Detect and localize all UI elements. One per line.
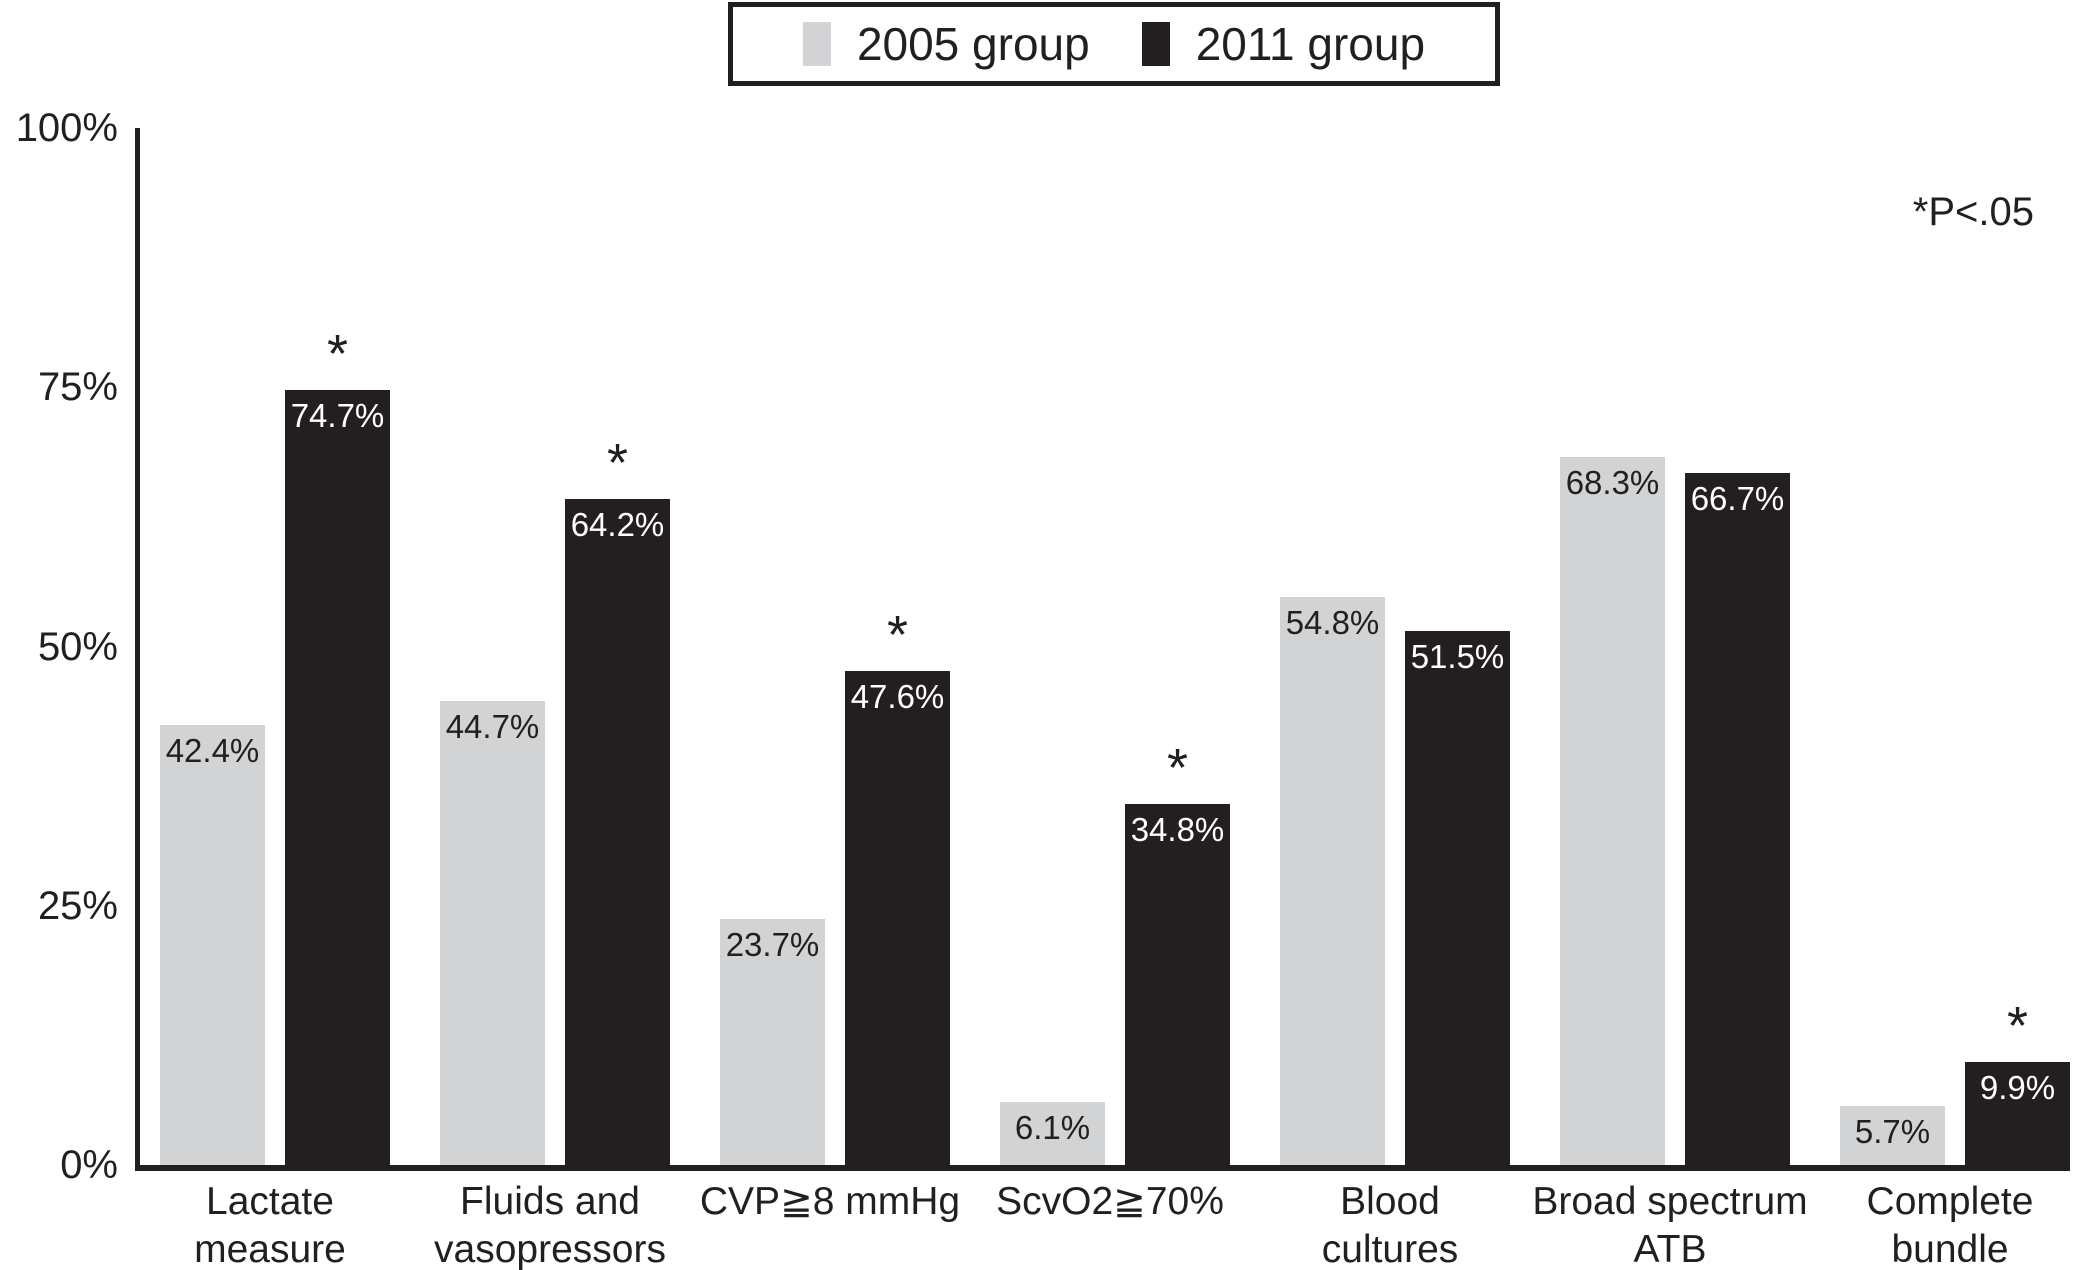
bar-value-label: 34.8% [1130, 811, 1225, 848]
bar-value-label: 5.7% [1854, 1113, 1931, 1150]
y-tick-label-75pct: 75% [37, 365, 118, 410]
legend-item-2011: 2011 group [1141, 18, 1426, 70]
bar-value-label: 74.7% [290, 397, 385, 434]
bar-value-label: 68.3% [1565, 464, 1660, 501]
x-axis-label-group5: Blood cultures [1321, 1180, 1459, 1270]
legend-label-2005: 2005 group [856, 18, 1090, 70]
bar-value-label: 9.9% [1979, 1069, 2056, 1106]
x-axis-label-group3: CVP≧8 mmHg [699, 1180, 961, 1223]
bar-value-label: 6.1% [1014, 1109, 1091, 1146]
x-axis-label-group7: Complete bundle [1866, 1180, 2034, 1270]
significance-note: *P<.05 [1912, 190, 2034, 234]
plot-area: 42.4% 74.7% * 44.7% 64.2% * 23.7% 47.6% * 6.1% 34.… [135, 128, 2070, 1171]
x-axis-label-group1: Lactate measure [194, 1180, 346, 1270]
y-tick-label-100pct: 100% [15, 106, 118, 150]
bar-value-label: 51.5% [1410, 638, 1505, 675]
bar-2011-group1: 74.7% [285, 390, 390, 1165]
bar-2005-group2: 44.7% [440, 701, 545, 1165]
legend-swatch-2011-icon [1141, 22, 1170, 66]
legend-item-2005: 2005 group [802, 18, 1090, 70]
bar-2005-group6: 68.3% [1560, 457, 1665, 1165]
y-tick-label-0pct: 0% [60, 1143, 118, 1187]
bar-value-label: 54.8% [1285, 604, 1380, 641]
x-axis-label-group6: Broad spectrum ATB [1532, 1180, 1808, 1270]
significance-asterisk: * [1166, 737, 1188, 798]
bar-2011-group2: 64.2% [565, 499, 670, 1165]
significance-asterisk: * [606, 432, 628, 493]
y-tick-label-50pct: 50% [37, 624, 118, 669]
bar-2005-group7: 5.7% [1840, 1106, 1945, 1165]
significance-asterisk: * [886, 604, 908, 665]
bar-2005-group3: 23.7% [720, 919, 825, 1165]
bar-2011-group6: 66.7% [1685, 473, 1790, 1165]
y-tick-label-25pct: 25% [37, 883, 118, 928]
bar-value-label: 42.4% [165, 732, 260, 769]
legend-swatch-2005-icon [802, 22, 831, 66]
legend-label-2011: 2011 group [1195, 18, 1426, 70]
significance-asterisk: * [2006, 995, 2028, 1056]
bar-2011-group5: 51.5% [1405, 631, 1510, 1165]
bar-2011-group3: 47.6% [845, 671, 950, 1165]
x-axis-label-group4: ScvO2≧70% [996, 1180, 1224, 1223]
significance-asterisk: * [326, 323, 348, 384]
bar-2005-group4: 6.1% [1000, 1102, 1105, 1165]
bar-value-label: 64.2% [570, 506, 665, 543]
bar-2011-group4: 34.8% [1125, 804, 1230, 1165]
bar-value-label: 47.6% [850, 678, 945, 715]
bar-2005-group5: 54.8% [1280, 597, 1385, 1165]
bar-value-label: 44.7% [445, 708, 540, 745]
x-axis-label-group2: Fluids and vasopressors [434, 1180, 666, 1270]
bar-2005-group1: 42.4% [160, 725, 265, 1165]
legend: 2005 group 2011 group [728, 2, 1500, 86]
bar-value-label: 23.7% [725, 926, 820, 963]
bar-value-label: 66.7% [1690, 480, 1785, 517]
bar-2011-group7: 9.9% [1965, 1062, 2070, 1165]
